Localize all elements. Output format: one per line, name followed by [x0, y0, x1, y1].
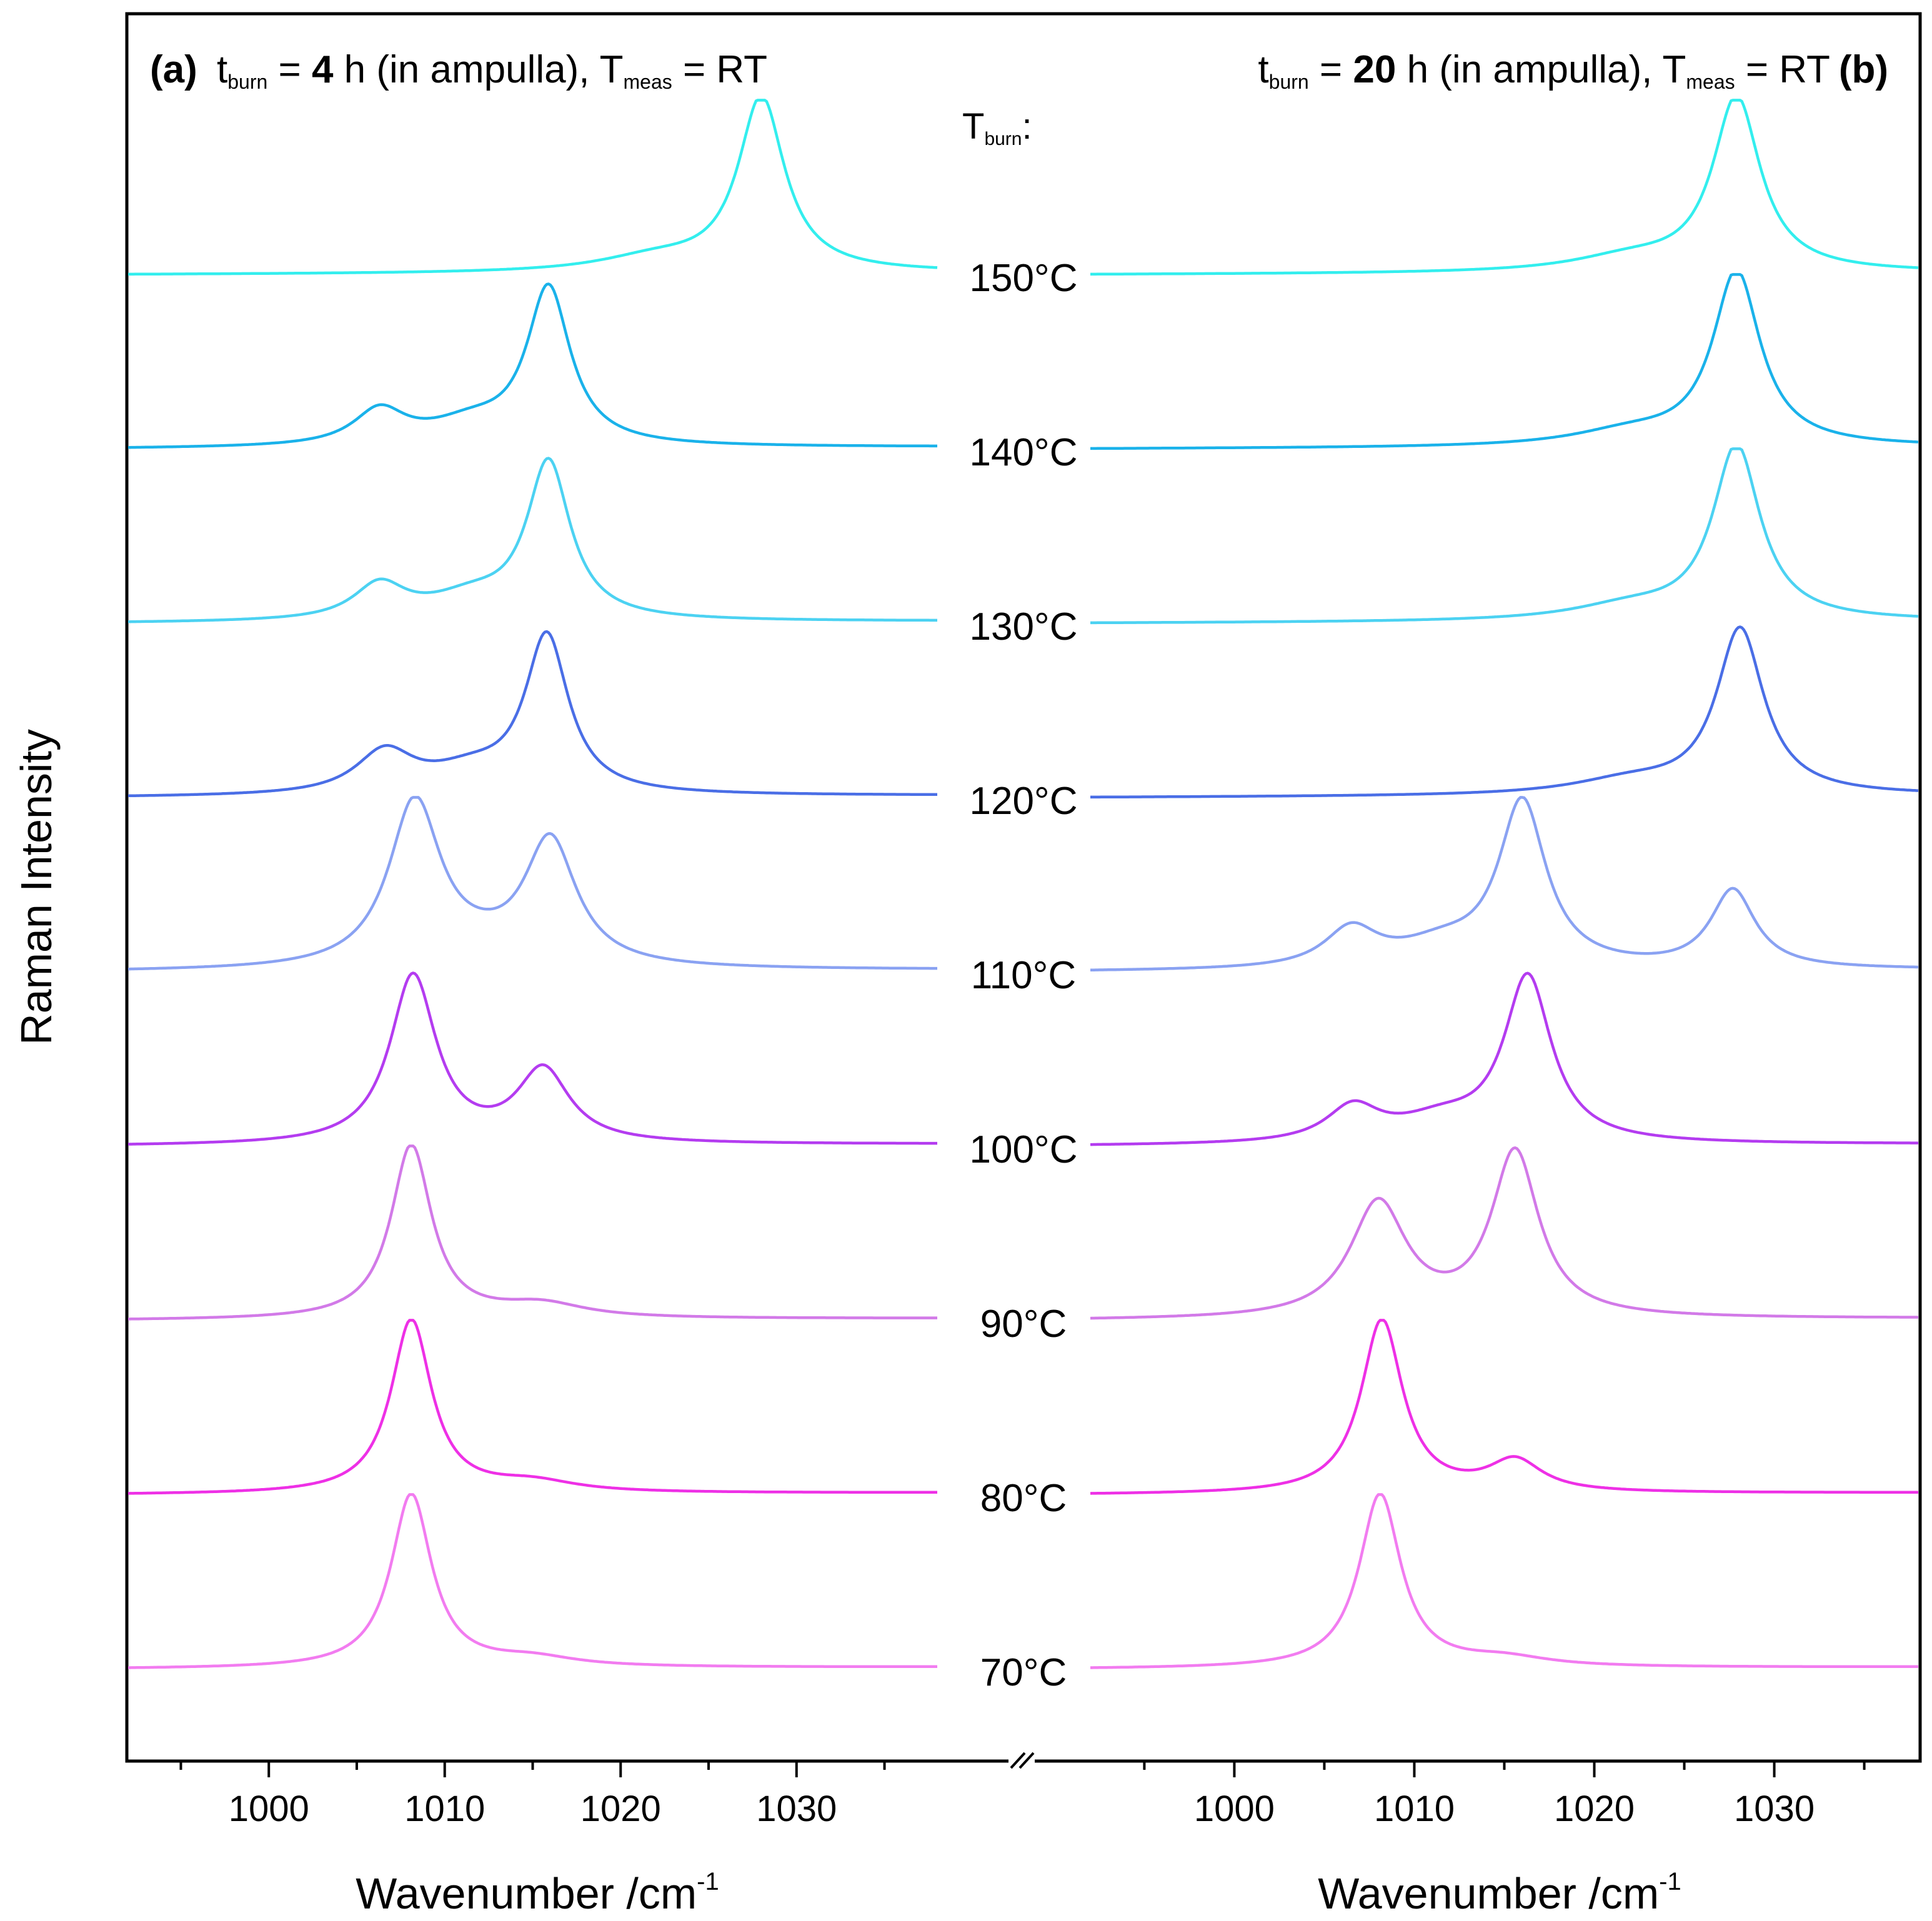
spectrum-panel-a-80C	[127, 1319, 937, 1495]
spectrum-panel-b-130C	[1090, 447, 1919, 625]
temperature-label-bg	[956, 775, 1087, 825]
spectrum-panel-b-110C	[1090, 796, 1918, 971]
temperature-label-bg	[956, 1124, 1087, 1174]
temperature-label-bg	[956, 1647, 1087, 1697]
temperature-label: 90°C	[980, 1303, 1067, 1346]
temperature-label-bg	[956, 950, 1087, 1000]
temperature-label: 80°C	[980, 1477, 1067, 1520]
temperature-label-bg	[956, 427, 1087, 477]
spectrum-panel-a-120C	[128, 630, 937, 798]
spectrum-panel-a-150C	[128, 99, 938, 276]
spectrum-panel-a-140C	[128, 282, 937, 449]
spectrum-panel-a-110C	[127, 796, 937, 971]
spectrum-panel-b-120C	[1090, 625, 1919, 799]
temperature-label: 130°C	[969, 605, 1077, 648]
temperature-label: 110°C	[971, 954, 1076, 997]
spectrum-panel-b-80C	[1090, 1319, 1918, 1495]
temperature-label: 120°C	[969, 780, 1077, 823]
panel-a-x-axis-label: Wavenumber /cm-1	[356, 1868, 719, 1918]
temperature-labels: 150°C 140°C 130°C 120°C 110°C 100°C 90°C 80°C 70…	[956, 252, 1087, 1697]
x-tick-label: 1010	[1374, 1789, 1455, 1829]
spectrum-panel-a-70C	[128, 1493, 937, 1669]
spectrum-panel-b-150C	[1090, 99, 1919, 276]
x-tick-label: 1030	[756, 1789, 837, 1829]
x-tick-label: 1020	[1554, 1789, 1635, 1829]
spectrum-panel-b-100C	[1090, 971, 1918, 1146]
panel-a-letter: (a)	[150, 48, 197, 91]
spectra	[127, 99, 1919, 1669]
axis-break-icon	[1008, 1752, 1035, 1769]
spectrum-panel-b-90C	[1090, 1146, 1919, 1320]
temperature-label: 100°C	[969, 1128, 1077, 1171]
spectrum-panel-a-90C	[128, 1144, 937, 1321]
temperature-label: 150°C	[969, 257, 1077, 300]
x-tick-label: 1010	[404, 1789, 485, 1829]
temperature-label-bg	[956, 1298, 1087, 1348]
temperature-label-bg	[956, 601, 1087, 651]
panel-b-x-axis-label: Wavenumber /cm-1	[1318, 1868, 1681, 1918]
temperature-label: 140°C	[969, 431, 1077, 474]
panel-b-letter: (b)	[1839, 48, 1888, 91]
temperature-label-bg	[956, 252, 1087, 302]
panel-b-title: tburn = 20 h (in ampulla), Tmeas = RT (b)	[1258, 48, 1888, 93]
x-tick-label: 1030	[1734, 1789, 1815, 1829]
temperature-label: 70°C	[980, 1651, 1067, 1694]
temperature-label-bg	[956, 1472, 1087, 1522]
x-tick-label: 1000	[1194, 1789, 1275, 1829]
spectrum-panel-b-140C	[1090, 273, 1919, 450]
spectrum-panel-a-100C	[128, 971, 937, 1146]
spectrum-panel-b-70C	[1090, 1493, 1918, 1669]
x-tick-label: 1020	[580, 1789, 661, 1829]
x-ticks: 1000 1010 1020 1030 1000 1010 1020 1030	[179, 1761, 1866, 1829]
spectrum-panel-a-130C	[128, 457, 937, 623]
y-axis-label: Raman Intensity	[12, 729, 61, 1045]
panel-a-title: (a) tburn = 4 h (in ampulla), Tmeas = RT	[150, 48, 767, 93]
x-tick-label: 1000	[229, 1789, 309, 1829]
temperature-header: Tburn:	[962, 106, 1032, 149]
